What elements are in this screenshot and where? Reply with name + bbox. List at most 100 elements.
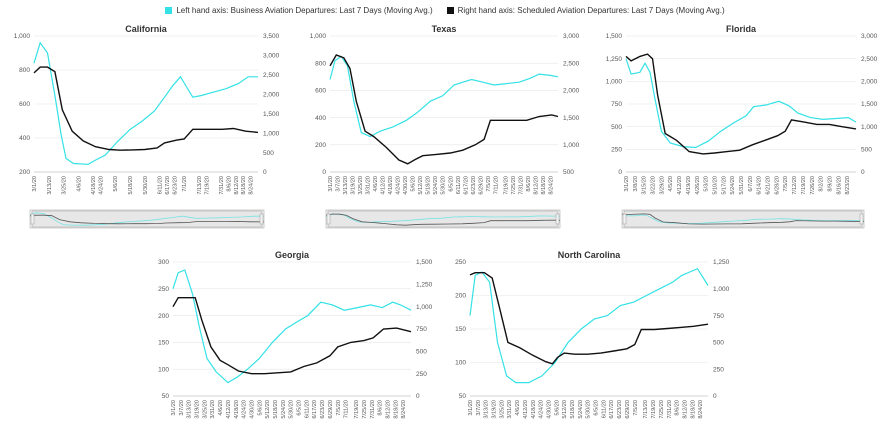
chart-florida: Florida 0 250 500 750 1,000 1,250 1,500 0 500 1,00… [606,24,878,229]
x-axis-tick-label: 3/1/20 [328,176,334,192]
x-axis-tick-label: 4/12/20 [381,176,387,195]
series-line-scheduled[interactable] [469,272,709,365]
x-axis-tick-label: 7/25/20 [511,176,517,195]
range-navigator-handle[interactable] [30,213,35,225]
legend-item-scheduled[interactable]: Right hand axis: Scheduled Aviation Depa… [446,6,725,15]
range-navigator-handle[interactable] [859,213,864,225]
range-navigator-handle[interactable] [622,213,627,225]
x-axis-tick-label: 3/22/20 [651,176,657,195]
x-axis-tick-label: 3/13/20 [187,400,193,419]
x-axis-tick-label: 7/1/20 [182,176,188,192]
x-axis-tick-label: 7/19/20 [801,176,807,195]
x-axis-tick-label: 7/11/20 [493,176,499,194]
left-axis-tick-label: 0 [618,169,622,176]
left-axis-tick-label: 1,000 [606,79,623,86]
series-line-business[interactable] [329,55,559,138]
x-axis-tick-label: 3/31/20 [366,176,372,195]
left-axis-tick-label: 1,000 [310,33,327,40]
chart-texas: Texas 0 200 400 600 800 1,000 500 1,000 1,500 2,00… [310,24,580,229]
series-line-scheduled[interactable] [329,54,559,165]
x-axis-tick-label: 7/5/20 [336,400,342,416]
x-axis-tick-label: 4/12/20 [523,400,529,419]
right-axis-tick-label: 2,000 [563,88,580,95]
x-axis-tick-label: 6/28/20 [774,176,780,195]
right-axis-tick-label: 1,000 [713,286,730,293]
right-axis-tick-label: 3,000 [263,53,280,60]
legend-item-business[interactable]: Left hand axis: Business Aviation Depart… [165,5,433,15]
left-axis-tick-label: 600 [315,88,326,95]
x-axis-tick-label: 4/18/20 [234,400,240,419]
x-axis-tick-label: 3/1/20 [171,400,177,416]
x-axis-tick-label: 4/24/20 [98,176,104,195]
right-axis-tick-label: 250 [416,371,427,378]
x-axis-tick-label: 5/18/20 [570,400,576,419]
x-axis-tick-label: 6/29/20 [478,176,484,195]
x-axis-tick-label: 7/5/20 [633,400,639,416]
right-axis-tick-label: 0 [263,169,267,176]
left-axis-tick-label: 200 [315,142,326,149]
left-axis-tick-label: 150 [158,340,169,347]
series-line-scheduled[interactable] [172,297,412,375]
right-axis-tick-label: 1,250 [713,259,730,266]
x-axis-tick-label: 3/8/20 [633,176,639,192]
left-axis-tick-label: 800 [315,60,326,67]
left-axis-tick-label: 400 [19,135,30,142]
right-axis-tick-label: 1,500 [263,111,280,118]
range-navigator-handle[interactable] [326,213,331,225]
texas-title: Texas [432,24,457,34]
x-axis-tick-label: 6/11/20 [304,400,310,418]
x-axis-tick-label: 8/6/20 [378,400,384,416]
x-axis-tick-label: 3/13/20 [47,176,53,195]
x-axis-tick-label: 6/11/20 [456,176,462,194]
x-axis-tick-label: 5/24/20 [281,400,287,419]
series-line-business[interactable] [33,41,258,165]
right-axis-tick-label: 250 [713,366,724,373]
right-axis-tick-label: 2,500 [563,60,580,67]
x-axis-tick-label: 8/24/20 [401,400,407,419]
x-axis-tick-label: 3/31/20 [210,400,216,419]
x-axis-tick-label: 5/3/20 [704,176,710,192]
x-axis-tick-label: 7/25/20 [362,400,368,419]
x-axis-tick-label: 5/24/20 [433,176,439,195]
x-axis-tick-label: 8/12/20 [234,176,240,195]
x-axis-tick-label: 6/17/20 [609,400,615,419]
x-axis-tick-label: 5/12/20 [418,176,424,195]
left-axis-tick-label: 100 [158,366,169,373]
x-axis-tick-label: 7/26/20 [810,176,816,195]
x-axis-tick-label: 8/18/20 [241,176,247,195]
x-axis-tick-label: 6/17/20 [165,176,171,195]
legend-label-business: Left hand axis: Business Aviation Depart… [176,5,433,15]
x-axis-tick-label: 8/6/20 [226,176,232,192]
x-axis-tick-label: 5/30/20 [289,400,295,419]
series-line-business[interactable] [625,58,857,149]
range-navigator-handle[interactable] [259,213,264,225]
right-axis-tick-label: 0 [713,393,717,400]
x-axis-tick-label: 4/6/20 [373,176,379,192]
x-axis-tick-label: 6/23/20 [320,400,326,419]
left-axis-tick-label: 50 [162,393,170,400]
x-axis-tick-label: 6/14/20 [757,176,763,195]
right-axis-tick-label: 3,500 [263,33,280,40]
series-line-business[interactable] [172,269,412,384]
x-axis-tick-label: 8/12/20 [533,176,539,195]
x-axis-tick-label: 3/15/20 [642,176,648,195]
x-axis-tick-label: 4/24/20 [396,176,402,195]
range-navigator-selection[interactable] [623,210,863,228]
chart-legend: Left hand axis: Business Aviation Depart… [0,2,890,18]
series-line-scheduled[interactable] [33,66,259,151]
series-line-business[interactable] [469,267,709,384]
x-axis-tick-label: 3/25/20 [358,176,364,195]
right-axis-tick-label: 3,000 [563,33,580,40]
navigator-series-line [325,213,561,226]
series-line-scheduled[interactable] [625,53,857,155]
navigator-series-line [29,214,265,225]
right-axis-tick-label: 500 [263,150,274,157]
x-axis-tick-label: 5/18/20 [426,176,432,195]
x-axis-tick-label: 8/9/20 [827,176,833,192]
x-axis-tick-label: 8/18/20 [393,400,399,419]
range-navigator-handle[interactable] [555,213,560,225]
x-axis-tick-label: 4/30/20 [249,400,255,419]
x-axis-tick-label: 6/23/20 [617,400,623,419]
right-axis-tick-label: 0 [416,393,420,400]
range-navigator-selection[interactable] [327,210,559,228]
